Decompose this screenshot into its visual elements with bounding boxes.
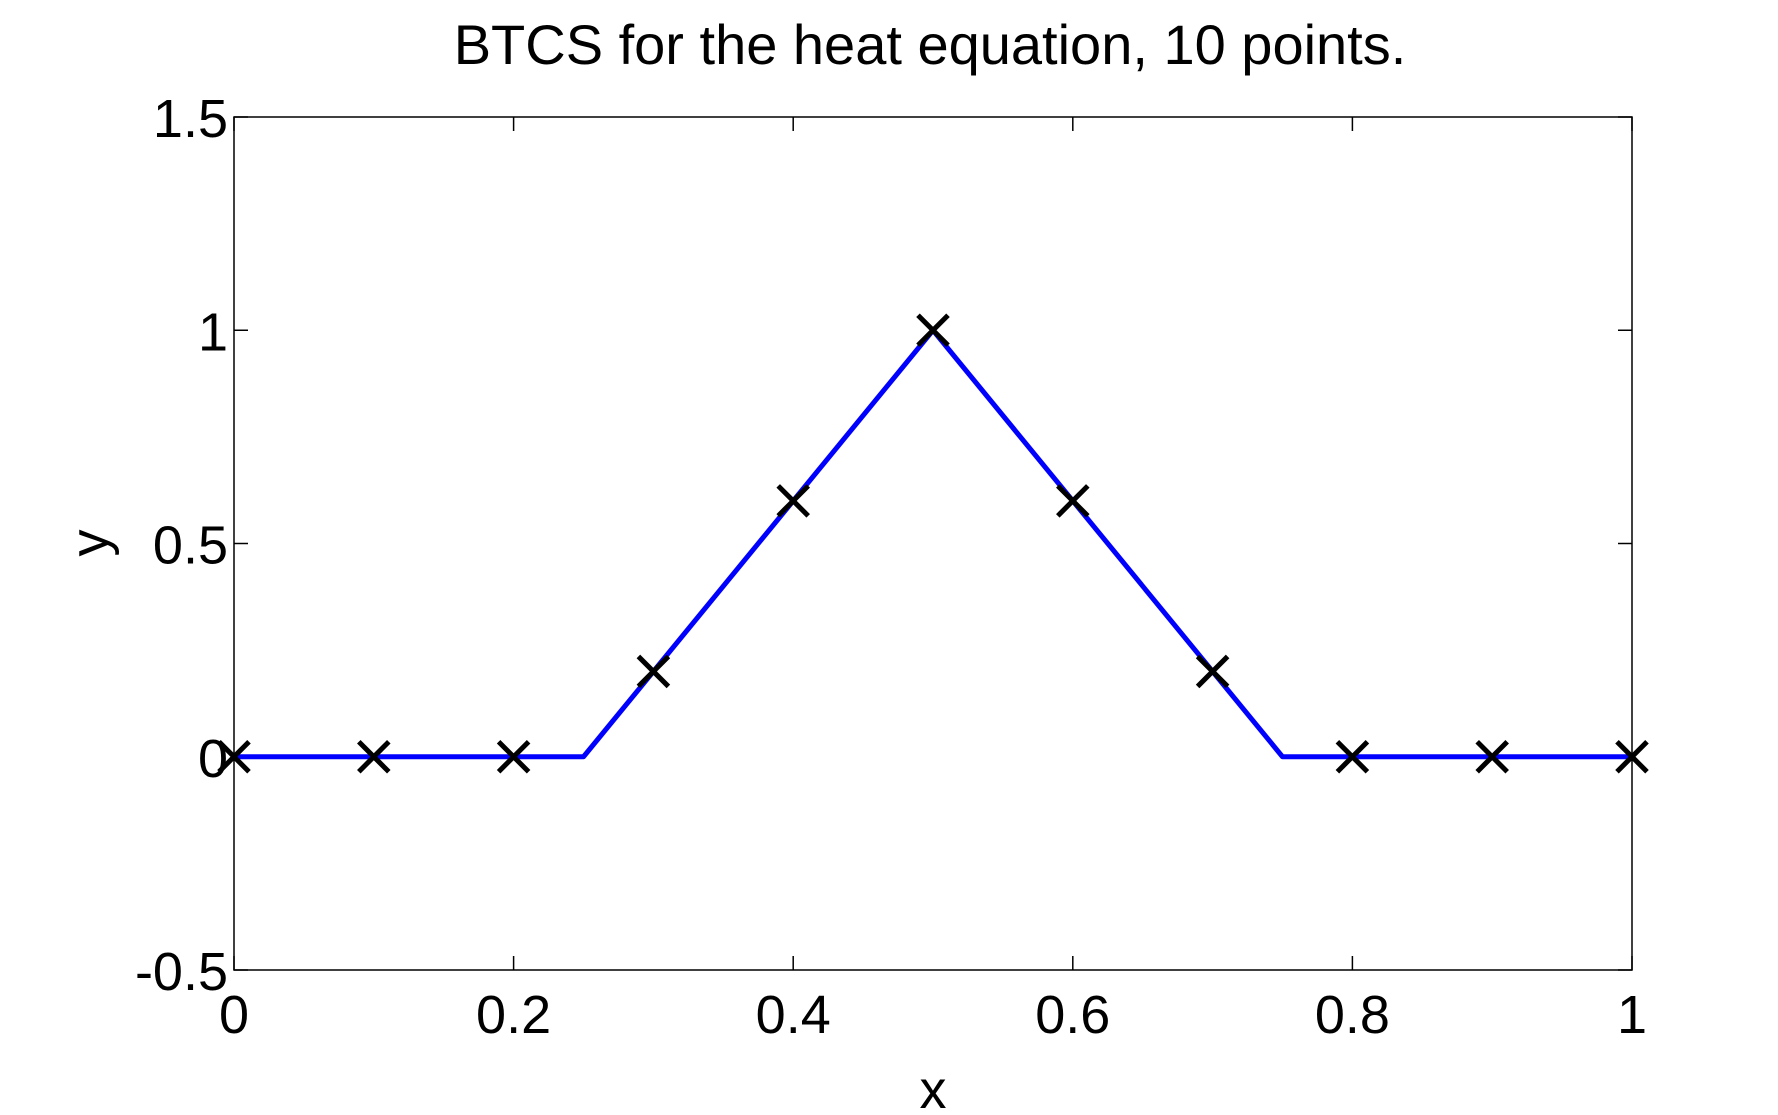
x-tick-label: 0	[219, 985, 249, 1045]
data-point-marker	[217, 739, 251, 774]
y-tick-label: 1.5	[153, 89, 228, 149]
y-tick-label: 0	[198, 729, 228, 789]
y-tick-label: -0.5	[135, 942, 228, 1002]
data-point-marker	[357, 739, 391, 774]
marker-stroke	[776, 484, 810, 518]
x-tick-label: 0.8	[1315, 985, 1390, 1045]
data-point-marker	[1056, 484, 1090, 518]
marker-stroke	[636, 654, 671, 689]
marker-stroke	[1056, 484, 1090, 518]
data-point-marker	[496, 739, 531, 774]
data-point-marker	[1615, 739, 1649, 774]
axis-ticks	[233, 116, 1633, 971]
marker-stroke	[1335, 739, 1370, 774]
y-tick-label: 1	[198, 302, 228, 362]
x-tick-label: 0.2	[476, 985, 551, 1045]
data-point-marker	[916, 313, 950, 348]
data-point-marker	[1335, 739, 1370, 774]
marker-stroke	[217, 739, 251, 774]
data-point-marker	[1195, 654, 1230, 689]
marker-stroke	[916, 313, 950, 348]
tick-labels: 0 0.2 0.4 0.6 0.8 1-0.500.511.5	[135, 89, 1647, 1045]
marker-stroke	[496, 739, 531, 774]
x-tick-label: 0.6	[1035, 985, 1110, 1045]
data-point-marker	[1475, 739, 1509, 774]
data-point-marker	[776, 484, 810, 518]
marker-stroke	[1475, 739, 1509, 774]
y-axis-label: y	[60, 530, 120, 557]
solution-line	[231, 327, 1635, 760]
x-tick-label: 0.4	[756, 985, 831, 1045]
x-axis-label: x	[920, 1060, 947, 1110]
chart-title: BTCS for the heat equation, 10 points.	[454, 13, 1407, 76]
x-tick-label: 1	[1617, 985, 1647, 1045]
marker-stroke	[1615, 739, 1649, 774]
marker-stroke	[357, 739, 391, 774]
y-tick-label: 0.5	[153, 516, 228, 576]
data-point-marker	[636, 654, 671, 689]
series-layer	[217, 313, 1649, 774]
marker-stroke	[1195, 654, 1230, 689]
plot-frame	[233, 116, 1633, 971]
